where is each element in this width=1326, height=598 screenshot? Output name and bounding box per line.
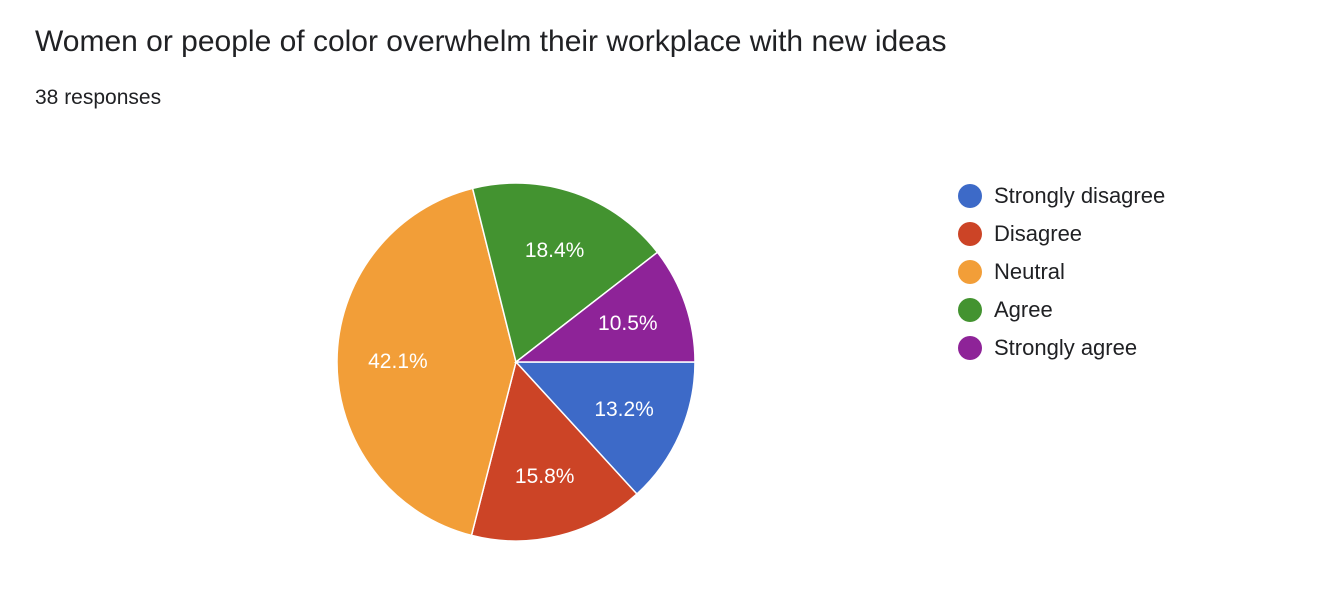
pie-slice-disagree [470, 360, 638, 542]
pie-slice-strongly-disagree [514, 361, 696, 496]
legend-item-disagree: Disagree [958, 215, 1165, 253]
legend-item-neutral: Neutral [958, 253, 1165, 291]
legend-label: Strongly agree [994, 335, 1138, 360]
pie-slice-labels: 13.2% 15.8% 42.1% 18.4% 10.5% [368, 239, 657, 488]
legend-swatch [958, 336, 982, 360]
slice-label-disagree: 15.8% [515, 465, 575, 488]
legend-swatch [958, 184, 982, 208]
pie-slice-strongly-agree [513, 251, 696, 363]
response-count: 38 responses [35, 86, 162, 109]
pie-slice-neutral [336, 187, 517, 537]
legend-label: Strongly disagree [994, 183, 1166, 208]
legend-swatch [958, 298, 982, 322]
slice-label-agree: 18.4% [525, 239, 585, 262]
slice-label-strongly-disagree: 13.2% [594, 398, 654, 421]
legend-label: Agree [994, 297, 1053, 322]
pie-slice-agree [471, 182, 659, 364]
legend-label: Disagree [994, 221, 1083, 246]
legend-item-agree: Agree [958, 291, 1165, 329]
legend-swatch [958, 222, 982, 246]
pie-slices [336, 182, 696, 542]
slice-label-strongly-agree: 10.5% [598, 312, 658, 335]
chart-title: Women or people of color overwhelm their… [35, 25, 947, 58]
legend-swatch [958, 260, 982, 284]
legend-item-strongly-disagree: Strongly disagree [958, 177, 1165, 215]
slice-label-neutral: 42.1% [368, 350, 428, 373]
legend-label: Neutral [994, 259, 1065, 284]
legend-item-strongly-agree: Strongly agree [958, 329, 1165, 367]
chart-legend: Strongly disagree Disagree Neutral Agree Str… [958, 177, 1165, 367]
